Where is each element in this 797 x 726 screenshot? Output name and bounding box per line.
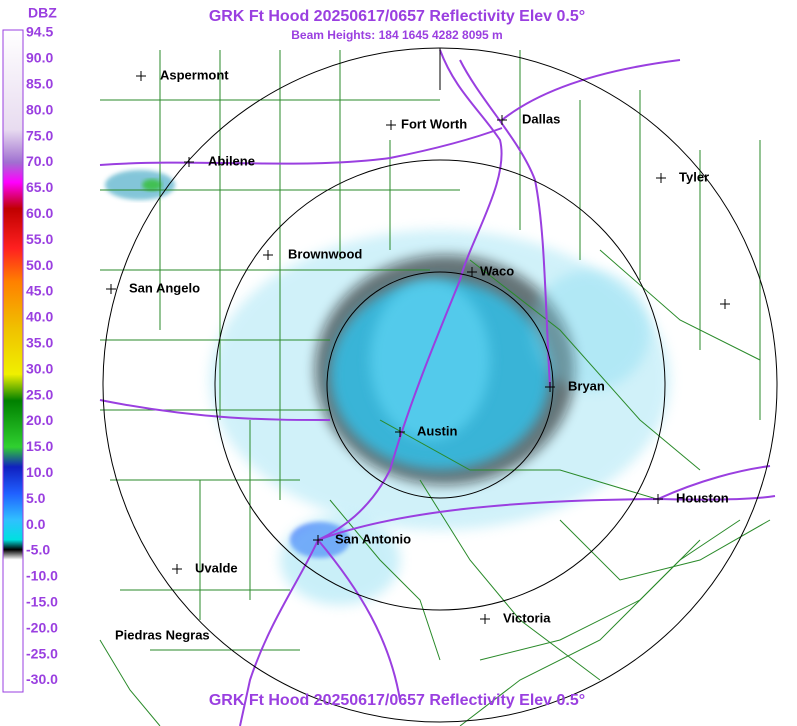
scale-label: -20.0 bbox=[26, 619, 58, 635]
scale-label: 94.5 bbox=[26, 24, 53, 40]
city-label: Brownwood bbox=[288, 246, 362, 261]
scale-label: 70.0 bbox=[26, 153, 53, 169]
county-lines bbox=[99, 50, 771, 726]
scale-label: 10.0 bbox=[26, 464, 53, 480]
city-marker bbox=[395, 427, 405, 437]
city-label: Fort Worth bbox=[401, 116, 467, 131]
scale-label: -10.0 bbox=[26, 568, 58, 584]
city-marker bbox=[313, 535, 323, 545]
highways bbox=[99, 49, 776, 726]
scale-label: -25.0 bbox=[26, 645, 58, 661]
color-bar bbox=[2, 29, 24, 693]
city-marker bbox=[172, 564, 182, 574]
scale-label: 80.0 bbox=[26, 101, 53, 117]
city-marker bbox=[386, 120, 396, 130]
scale-label: 85.0 bbox=[26, 76, 53, 92]
city-label: Dallas bbox=[522, 111, 560, 126]
scale-label: -5.0 bbox=[26, 542, 50, 558]
city-marker bbox=[184, 157, 194, 167]
city-label: Abilene bbox=[208, 153, 255, 168]
scale-label: 55.0 bbox=[26, 231, 53, 247]
scale-label: 35.0 bbox=[26, 335, 53, 351]
scale-label: 0.0 bbox=[26, 516, 46, 532]
city-marker bbox=[497, 115, 507, 125]
scale-label: 40.0 bbox=[26, 309, 53, 325]
city-label: Tyler bbox=[679, 169, 709, 184]
scale-label: 20.0 bbox=[26, 412, 53, 428]
city-marker bbox=[106, 284, 116, 294]
scale-unit: DBZ bbox=[28, 5, 57, 21]
city-marker bbox=[467, 267, 477, 277]
city-label: Houston bbox=[676, 490, 729, 505]
city-marker bbox=[656, 173, 666, 183]
city-marker bbox=[653, 494, 663, 504]
city-marker bbox=[480, 614, 490, 624]
scale-label: -30.0 bbox=[26, 671, 58, 687]
scale-label: 75.0 bbox=[26, 127, 53, 143]
subtitle: Beam Heights: 184 1645 4282 8095 m bbox=[291, 28, 502, 42]
range-ring bbox=[326, 271, 554, 499]
city-marker bbox=[136, 71, 146, 81]
city-label: San Angelo bbox=[129, 280, 200, 295]
city-label: Waco bbox=[480, 263, 514, 278]
city-label: San Antonio bbox=[335, 531, 411, 546]
scale-label: 5.0 bbox=[26, 490, 46, 506]
scale-label: 15.0 bbox=[26, 438, 53, 454]
footer-title: GRK Ft Hood 20250617/0657 Reflectivity E… bbox=[209, 692, 585, 709]
scale-label: 60.0 bbox=[26, 205, 53, 221]
city-marker bbox=[720, 299, 730, 309]
city-marker bbox=[545, 382, 555, 392]
scale-label: 30.0 bbox=[26, 360, 53, 376]
range-ring bbox=[214, 159, 666, 611]
title: GRK Ft Hood 20250617/0657 Reflectivity E… bbox=[209, 8, 585, 25]
scale-label: 90.0 bbox=[26, 50, 53, 66]
city-label: Aspermont bbox=[160, 67, 229, 82]
city-label: Victoria bbox=[503, 610, 551, 625]
scale-label: 50.0 bbox=[26, 257, 53, 273]
scale-label: 65.0 bbox=[26, 179, 53, 195]
scale-label: 25.0 bbox=[26, 386, 53, 402]
scale-label: 45.0 bbox=[26, 283, 53, 299]
city-label: Uvalde bbox=[195, 560, 238, 575]
city-label: Piedras Negras bbox=[115, 627, 210, 642]
city-marker bbox=[263, 250, 273, 260]
city-label: Bryan bbox=[568, 378, 605, 393]
city-label: Austin bbox=[417, 423, 458, 438]
scale-label: -15.0 bbox=[26, 594, 58, 610]
